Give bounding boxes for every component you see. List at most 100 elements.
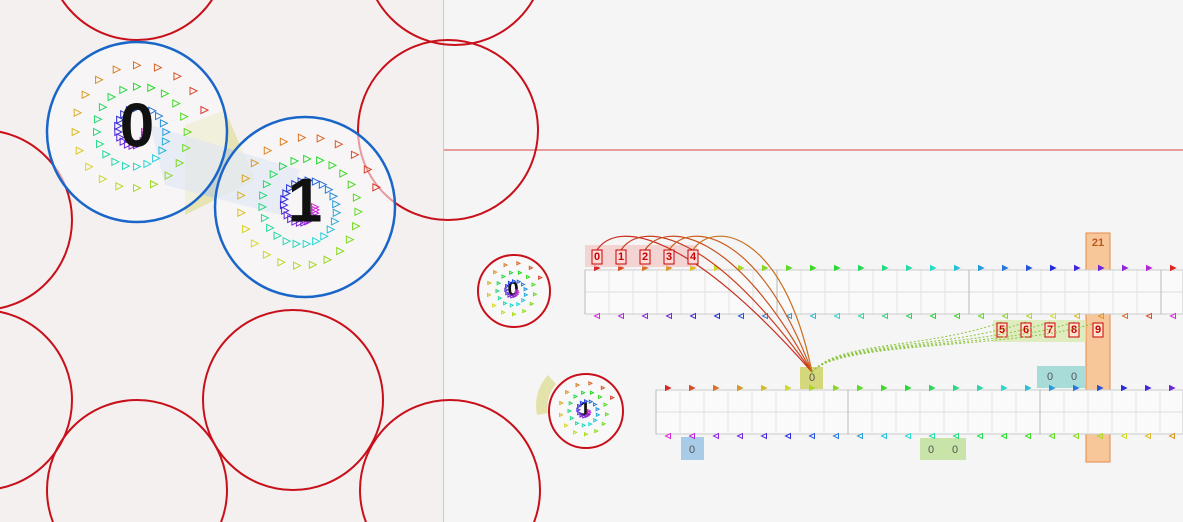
arrow <box>575 420 580 426</box>
arrow <box>120 110 129 119</box>
arrow <box>1097 312 1104 320</box>
label: 4 <box>690 251 697 263</box>
arrow <box>328 161 338 170</box>
arrow <box>528 265 534 271</box>
arrow <box>258 202 268 212</box>
arrow <box>116 133 125 142</box>
arrow <box>579 413 585 418</box>
label: 6 <box>1023 324 1029 336</box>
arrow <box>586 412 592 417</box>
arrow <box>273 231 283 241</box>
arrow <box>809 384 816 392</box>
arrow <box>507 280 513 286</box>
arrow <box>505 283 510 289</box>
arrow <box>1169 312 1176 320</box>
arrow <box>857 384 864 392</box>
arrow <box>1097 384 1104 392</box>
arrow <box>292 239 302 249</box>
arrow <box>250 239 260 248</box>
arrow <box>293 261 302 270</box>
arrow <box>713 384 720 392</box>
link <box>692 235 813 373</box>
arrow <box>501 274 507 279</box>
arrow <box>567 408 573 414</box>
arrow <box>336 246 345 256</box>
arrow <box>161 137 171 146</box>
arrow <box>905 312 912 320</box>
arrow <box>641 312 648 320</box>
arrow <box>316 156 325 165</box>
arrow <box>250 158 260 168</box>
arrow <box>262 250 272 260</box>
node-circle <box>45 40 229 224</box>
arrow <box>81 90 91 100</box>
arrow <box>1146 264 1153 272</box>
arrow <box>833 312 840 320</box>
arrow <box>929 312 936 320</box>
link <box>620 235 813 373</box>
arrow <box>262 179 272 189</box>
arrow <box>98 174 108 184</box>
arrow <box>347 180 357 189</box>
arrow <box>119 137 129 147</box>
arrow <box>316 134 326 143</box>
arrow <box>125 105 135 115</box>
arrow <box>595 412 601 418</box>
arrow <box>523 292 529 298</box>
arrow <box>119 85 128 95</box>
arrow <box>350 150 360 160</box>
arrow <box>688 432 695 440</box>
arrow <box>133 82 142 91</box>
arrow <box>1074 264 1081 272</box>
arrow <box>510 294 515 299</box>
label: 9 <box>1095 324 1101 336</box>
arrow <box>538 275 543 280</box>
arrow <box>277 257 286 267</box>
arrow <box>514 292 520 297</box>
arrow <box>324 185 334 194</box>
arrow <box>568 400 574 406</box>
arrow <box>111 157 120 167</box>
arrow <box>569 415 575 421</box>
arrow <box>601 421 607 427</box>
arrow <box>520 282 526 287</box>
arrow <box>279 161 288 171</box>
arrow <box>881 384 888 392</box>
arrow <box>784 432 791 440</box>
arrow <box>352 193 362 202</box>
arrow <box>737 384 744 392</box>
label-box <box>996 322 1008 338</box>
link <box>644 235 813 373</box>
arrow <box>304 176 314 185</box>
arrow <box>242 224 251 234</box>
arrow <box>904 432 911 440</box>
arrow <box>592 402 598 407</box>
arrow <box>905 384 912 392</box>
arrow <box>509 270 514 276</box>
node-circle <box>213 115 397 299</box>
arrow <box>808 432 815 440</box>
arrow <box>311 202 320 212</box>
arrow <box>834 264 841 272</box>
arrow <box>334 139 344 149</box>
arrow <box>93 115 103 124</box>
arrow <box>517 270 523 276</box>
arrow <box>856 432 863 440</box>
arrow <box>237 191 246 200</box>
arrow <box>595 406 601 412</box>
arrow <box>1048 432 1055 440</box>
label-box <box>1068 322 1080 338</box>
arrow <box>133 141 142 150</box>
arrow <box>241 174 251 183</box>
arrow <box>73 108 83 118</box>
arrow <box>303 154 312 164</box>
arrow <box>159 118 169 128</box>
arrow <box>297 177 307 186</box>
label-box <box>1044 322 1056 338</box>
arrow <box>588 421 593 427</box>
arrow <box>857 312 864 320</box>
arrow <box>183 127 193 137</box>
arrow <box>71 127 81 137</box>
arrow <box>492 303 497 308</box>
arrow <box>283 211 293 220</box>
